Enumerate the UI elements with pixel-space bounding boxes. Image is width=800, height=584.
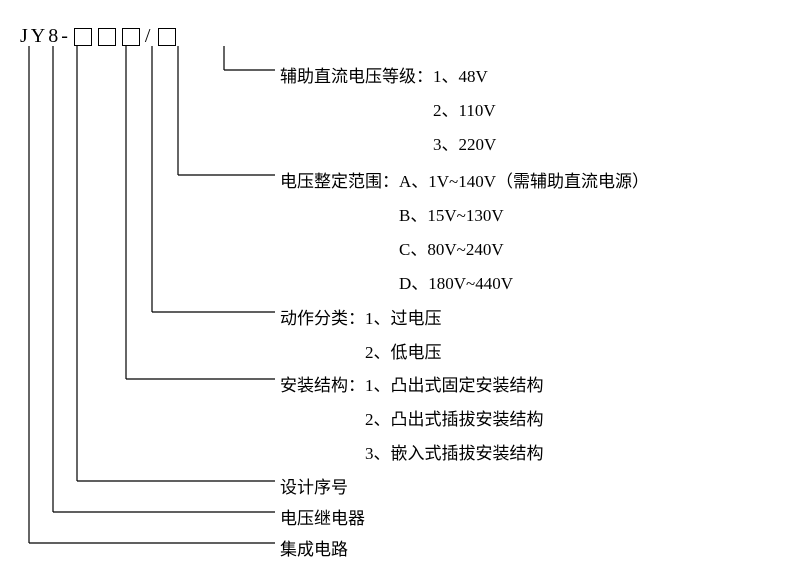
- desc-group-3: 安装结构：1、凸出式固定安装结构 2、凸出式插拔安装结构 3、嵌入式插拔安装结构: [280, 369, 544, 471]
- group-item-1-1: B、15V~130V: [280, 199, 649, 233]
- group-label-4: 设计序号: [280, 478, 348, 497]
- group-item-3-0: 1、凸出式固定安装结构: [365, 376, 544, 395]
- group-label-3: 安装结构：: [280, 376, 365, 395]
- group-label-6: 集成电路: [280, 540, 348, 559]
- group-item-1-0: A、1V~140V（需辅助直流电源）: [399, 172, 649, 191]
- group-label-5: 电压继电器: [280, 509, 365, 528]
- desc-group-5: 电压继电器: [280, 502, 365, 536]
- group-item-2-0: 1、过电压: [365, 309, 442, 328]
- group-item-1-3: D、180V~440V: [280, 267, 649, 301]
- desc-group-6: 集成电路: [280, 533, 348, 567]
- group-item-0-0: 1、48V: [433, 67, 488, 86]
- desc-group-1: 电压整定范围：A、1V~140V（需辅助直流电源） B、15V~130V C、8…: [280, 165, 649, 301]
- group-item-2-1: 2、低电压: [280, 336, 442, 370]
- group-label-1: 电压整定范围：: [280, 172, 399, 191]
- group-label-0: 辅助直流电压等级：: [280, 67, 433, 86]
- group-item-3-2: 3、嵌入式插拔安装结构: [280, 437, 544, 471]
- desc-group-4: 设计序号: [280, 471, 348, 505]
- desc-group-2: 动作分类：1、过电压 2、低电压: [280, 302, 442, 370]
- group-item-1-2: C、80V~240V: [280, 233, 649, 267]
- desc-group-0: 辅助直流电压等级：1、48V 2、110V 3、220V: [280, 60, 496, 162]
- group-item-0-2: 3、220V: [280, 128, 496, 162]
- group-label-2: 动作分类：: [280, 309, 365, 328]
- group-item-0-1: 2、110V: [280, 94, 496, 128]
- group-item-3-1: 2、凸出式插拔安装结构: [280, 403, 544, 437]
